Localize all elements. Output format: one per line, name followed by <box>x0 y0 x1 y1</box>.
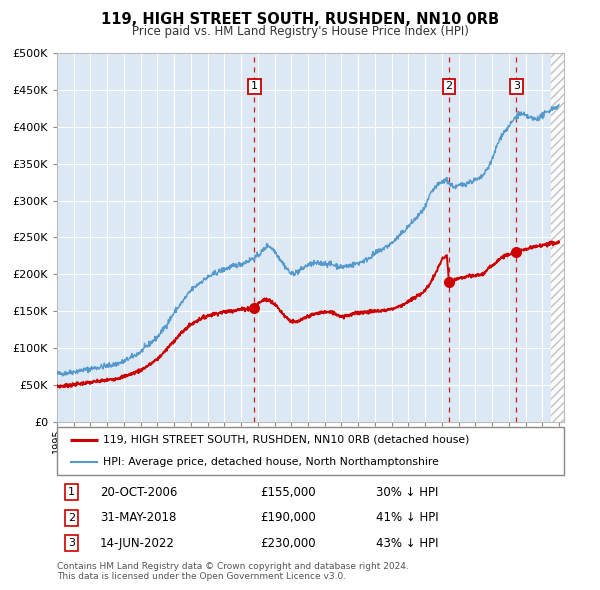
Text: 20-OCT-2006: 20-OCT-2006 <box>100 486 178 499</box>
Text: 43% ↓ HPI: 43% ↓ HPI <box>376 537 439 550</box>
Text: Contains HM Land Registry data © Crown copyright and database right 2024.
This d: Contains HM Land Registry data © Crown c… <box>57 562 409 581</box>
Text: 3: 3 <box>513 81 520 91</box>
Text: 119, HIGH STREET SOUTH, RUSHDEN, NN10 0RB: 119, HIGH STREET SOUTH, RUSHDEN, NN10 0R… <box>101 12 499 27</box>
Text: 2: 2 <box>445 81 452 91</box>
Text: Price paid vs. HM Land Registry's House Price Index (HPI): Price paid vs. HM Land Registry's House … <box>131 25 469 38</box>
Text: 1: 1 <box>68 487 74 497</box>
Text: £190,000: £190,000 <box>260 511 316 525</box>
Text: 41% ↓ HPI: 41% ↓ HPI <box>376 511 439 525</box>
Text: 31-MAY-2018: 31-MAY-2018 <box>100 511 176 525</box>
Text: HPI: Average price, detached house, North Northamptonshire: HPI: Average price, detached house, Nort… <box>103 457 439 467</box>
Text: £155,000: £155,000 <box>260 486 316 499</box>
Text: 3: 3 <box>68 538 74 548</box>
Text: £230,000: £230,000 <box>260 537 316 550</box>
Text: 1: 1 <box>251 81 258 91</box>
Text: 119, HIGH STREET SOUTH, RUSHDEN, NN10 0RB (detached house): 119, HIGH STREET SOUTH, RUSHDEN, NN10 0R… <box>103 435 469 445</box>
Text: 30% ↓ HPI: 30% ↓ HPI <box>376 486 439 499</box>
Text: 14-JUN-2022: 14-JUN-2022 <box>100 537 175 550</box>
Text: 2: 2 <box>68 513 75 523</box>
